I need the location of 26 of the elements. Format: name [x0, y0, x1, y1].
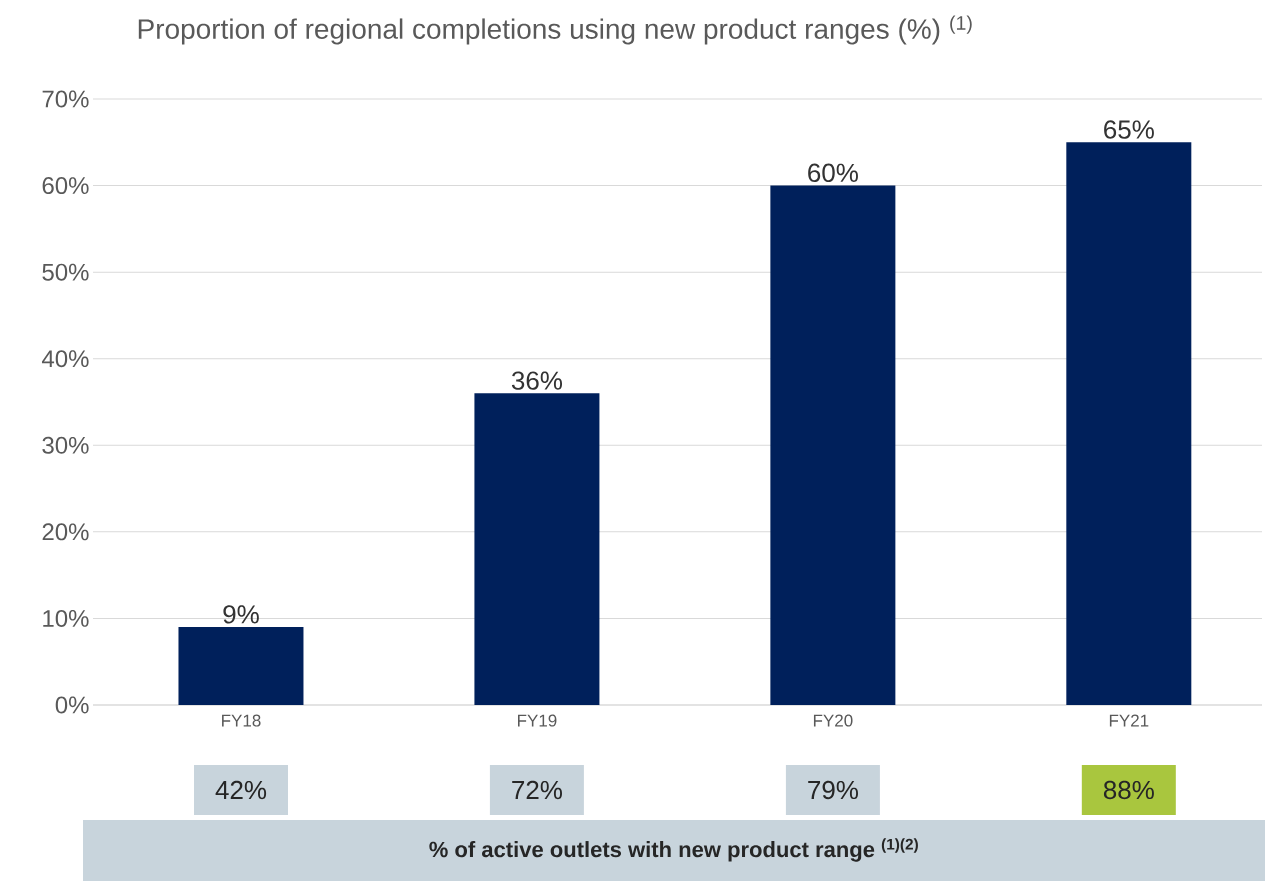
- text: 79%: [808, 780, 858, 800]
- x-tick-label: FY20: [813, 714, 853, 727]
- y-tick-label: 30%: [42, 436, 89, 454]
- bar: [474, 393, 600, 705]
- text: 42%: [215, 780, 267, 800]
- chart-title: Proportion of regional completions using new product ranges (%) $^{(1)}$: [138, 15, 972, 45]
- text: 88%: [1103, 780, 1154, 800]
- y-tick-label: 0%: [55, 696, 89, 714]
- y-tick-label: 50%: [42, 263, 89, 281]
- y-tick-label: 20%: [42, 523, 89, 541]
- data-label: 36%: [511, 371, 563, 390]
- text: % of active outlets with new product range $^{(1)(2)}$: [429, 838, 918, 862]
- x-tick-label: FY18: [222, 714, 261, 727]
- y-tick-label: 70%: [42, 90, 89, 108]
- x-tick-label: FY21: [1109, 714, 1149, 727]
- bar: [178, 627, 304, 705]
- data-label: 60%: [808, 163, 858, 183]
- bar: [1066, 142, 1192, 705]
- y-tick-label: 40%: [41, 350, 89, 368]
- y-tick-label: 60%: [42, 177, 89, 195]
- bar: [770, 185, 896, 705]
- data-label: 9%: [223, 605, 259, 624]
- y-tick-label: 10%: [43, 609, 89, 627]
- x-tick-label: FY19: [518, 714, 557, 727]
- data-label: 65%: [1104, 120, 1154, 139]
- text: 72%: [512, 780, 562, 800]
